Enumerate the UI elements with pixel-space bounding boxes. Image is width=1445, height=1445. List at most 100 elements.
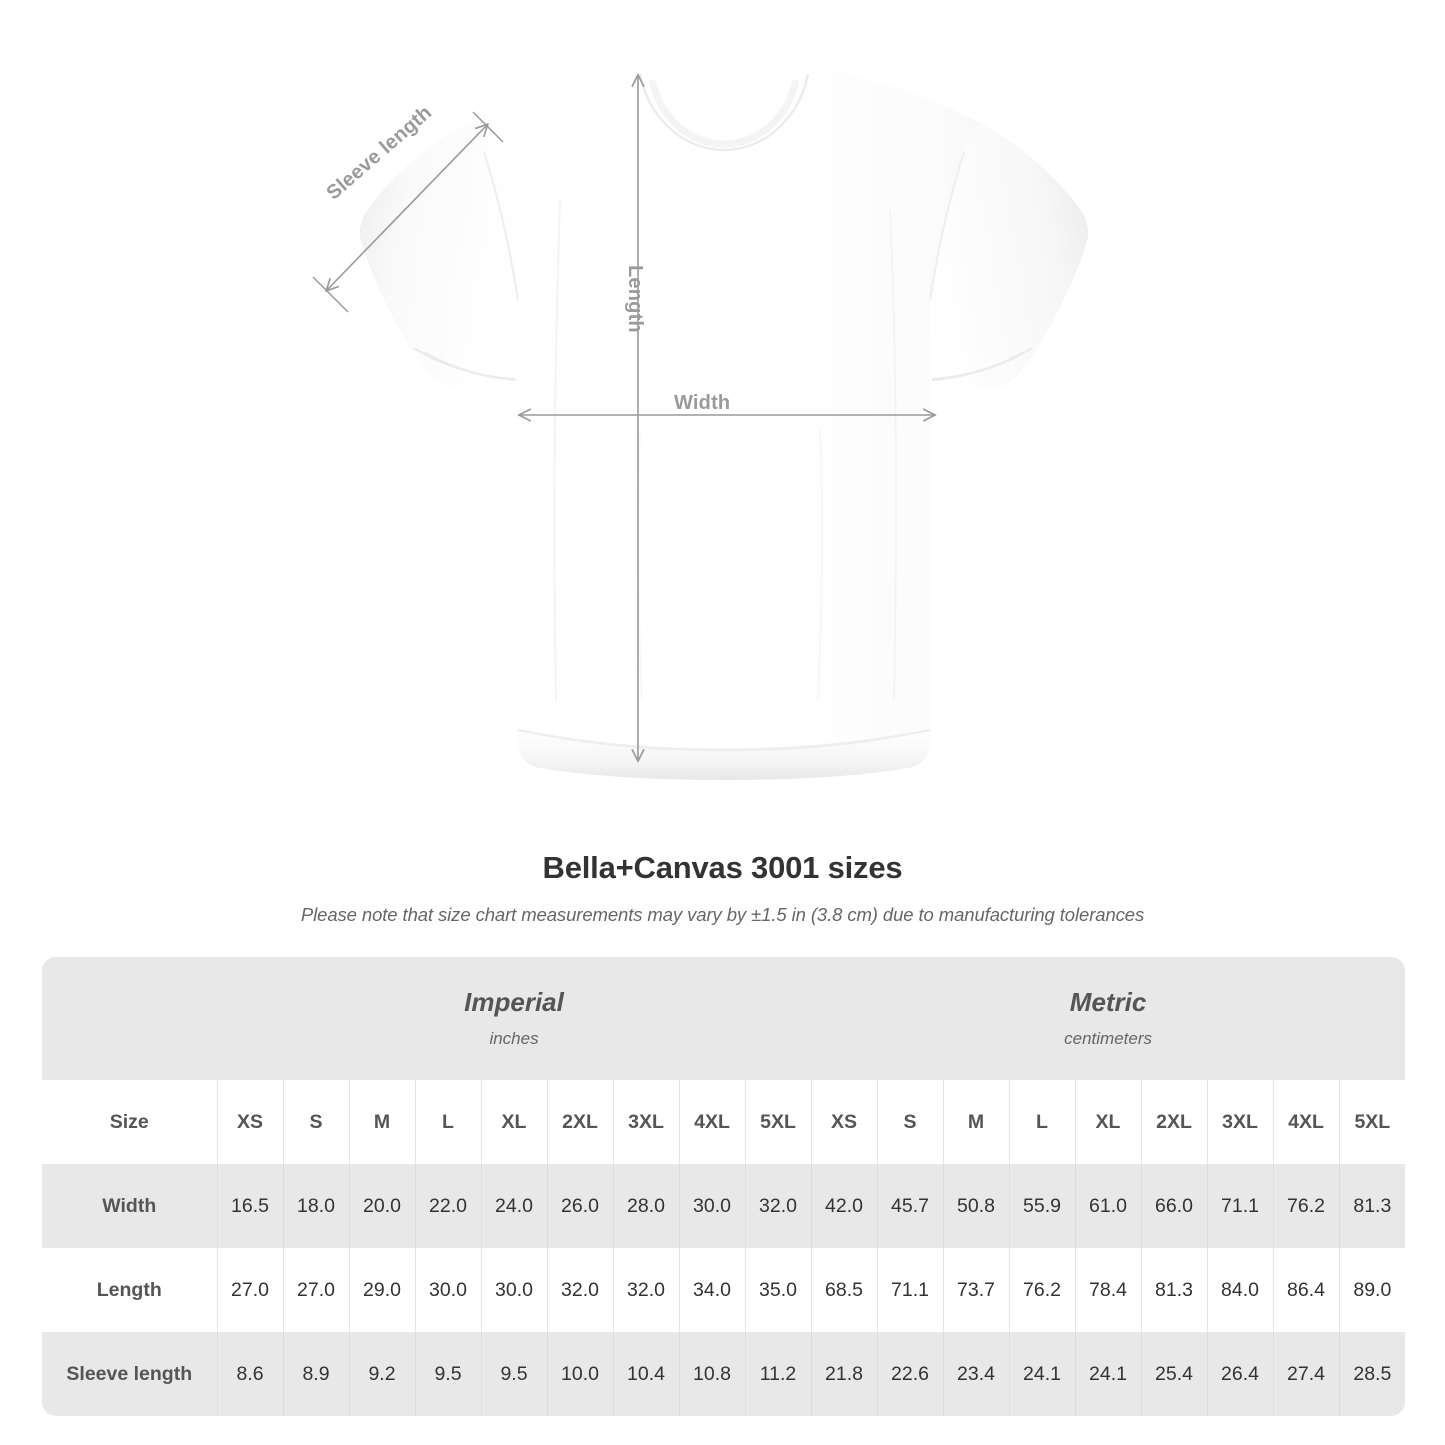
width-imp-l: 22.0	[414, 1164, 481, 1248]
length-imp-3xl: 32.0	[612, 1248, 679, 1332]
table-header-row: Size XS S M L XL 2XL 3XL 4XL 5XL XS S M …	[42, 1080, 1406, 1164]
width-met-m: 50.8	[942, 1164, 1010, 1248]
size-header-imp-xs: XS	[216, 1080, 283, 1164]
unit-imperial-sub: inches	[489, 1028, 539, 1048]
width-met-5xl: 81.3	[1338, 1164, 1406, 1248]
width-imp-s: 18.0	[282, 1164, 349, 1248]
width-met-l: 55.9	[1008, 1164, 1076, 1248]
sleeve-imp-m: 9.2	[348, 1332, 415, 1416]
size-header-imp-2xl: 2XL	[546, 1080, 613, 1164]
size-header-met-s: S	[876, 1080, 944, 1164]
length-label: Length	[624, 265, 646, 333]
size-header-met-2xl: 2XL	[1140, 1080, 1208, 1164]
length-met-3xl: 84.0	[1206, 1248, 1274, 1332]
length-met-s: 71.1	[876, 1248, 944, 1332]
size-header-met-xl: XL	[1074, 1080, 1142, 1164]
sleeve-imp-2xl: 10.0	[546, 1332, 613, 1416]
sleeve-imp-5xl: 11.2	[744, 1332, 812, 1416]
length-imp-xs: 27.0	[216, 1248, 283, 1332]
row-label-length: Length	[42, 1248, 217, 1332]
length-met-2xl: 81.3	[1140, 1248, 1208, 1332]
length-met-xs: 68.5	[810, 1248, 878, 1332]
width-imp-xl: 24.0	[480, 1164, 547, 1248]
length-met-m: 73.7	[942, 1248, 1010, 1332]
size-chart-table-wrap: Imperial inches Metric centimeters Size …	[42, 957, 1406, 1416]
size-header-imp-m: M	[348, 1080, 415, 1164]
width-imp-2xl: 26.0	[546, 1164, 613, 1248]
length-met-4xl: 86.4	[1272, 1248, 1340, 1332]
size-header-imp-s: S	[282, 1080, 349, 1164]
width-met-4xl: 76.2	[1272, 1164, 1340, 1248]
sleeve-tick-bottom	[312, 276, 349, 313]
unit-band-row: Imperial inches Metric centimeters	[42, 957, 1406, 1080]
sleeve-cuffs	[413, 347, 1033, 380]
sleeve-met-s: 22.6	[876, 1332, 944, 1416]
sleeve-imp-4xl: 10.8	[678, 1332, 745, 1416]
length-imp-5xl: 35.0	[744, 1248, 812, 1332]
length-imp-xl: 30.0	[480, 1248, 547, 1332]
size-header-met-5xl: 5XL	[1338, 1080, 1406, 1164]
width-met-2xl: 66.0	[1140, 1164, 1208, 1248]
unit-metric-name: Metric	[1069, 987, 1147, 1018]
size-header-imp-l: L	[414, 1080, 481, 1164]
width-imp-3xl: 28.0	[612, 1164, 679, 1248]
tshirt-illustration	[312, 72, 1089, 780]
length-met-l: 76.2	[1008, 1248, 1076, 1332]
size-chart-table: Imperial inches Metric centimeters Size …	[42, 957, 1406, 1416]
unit-metric-sub: centimeters	[1064, 1028, 1153, 1048]
sleeve-imp-3xl: 10.4	[612, 1332, 679, 1416]
width-imp-xs: 16.5	[216, 1164, 283, 1248]
row-label-width: Width	[42, 1164, 217, 1248]
width-imp-5xl: 32.0	[744, 1164, 812, 1248]
row-header-size: Size	[42, 1080, 217, 1164]
sleeve-imp-xl: 9.5	[480, 1332, 547, 1416]
width-met-3xl: 71.1	[1206, 1164, 1274, 1248]
length-imp-2xl: 32.0	[546, 1248, 613, 1332]
sleeve-met-xl: 24.1	[1074, 1332, 1142, 1416]
row-label-sleeve-length: Sleeve length	[42, 1332, 217, 1416]
tshirt-diagram: Sleeve length Length Width	[312, 72, 1089, 780]
size-header-met-l: L	[1008, 1080, 1076, 1164]
unit-imperial-cell: Imperial inches	[217, 957, 812, 1080]
length-imp-m: 29.0	[348, 1248, 415, 1332]
neckline	[638, 73, 810, 152]
page-title: Bella+Canvas 3001 sizes	[542, 850, 903, 885]
unit-metric-cell: Metric centimeters	[811, 957, 1406, 1080]
width-label: Width	[674, 392, 731, 414]
sleeve-met-2xl: 25.4	[1140, 1332, 1208, 1416]
tolerance-note: Please note that size chart measurements…	[300, 904, 1145, 925]
table-row: Width 16.5 18.0 20.0 22.0 24.0 26.0 28.0…	[42, 1164, 1406, 1248]
length-imp-s: 27.0	[282, 1248, 349, 1332]
width-imp-m: 20.0	[348, 1164, 415, 1248]
size-header-met-4xl: 4XL	[1272, 1080, 1340, 1164]
unit-imperial-name: Imperial	[464, 987, 564, 1018]
sleeve-imp-s: 8.9	[282, 1332, 349, 1416]
title-block: Bella+Canvas 3001 sizes Please note that…	[0, 840, 1445, 926]
length-met-5xl: 89.0	[1338, 1248, 1406, 1332]
sleeve-met-m: 23.4	[942, 1332, 1010, 1416]
size-header-imp-5xl: 5XL	[744, 1080, 812, 1164]
sleeve-met-l: 24.1	[1008, 1332, 1076, 1416]
size-header-imp-xl: XL	[480, 1080, 547, 1164]
unit-band-spacer	[42, 957, 217, 1080]
sleeve-met-5xl: 28.5	[1338, 1332, 1406, 1416]
size-header-met-m: M	[942, 1080, 1010, 1164]
length-imp-l: 30.0	[414, 1248, 481, 1332]
width-imp-4xl: 30.0	[678, 1164, 745, 1248]
size-header-met-3xl: 3XL	[1206, 1080, 1274, 1164]
sleeve-met-xs: 21.8	[810, 1332, 878, 1416]
length-imp-4xl: 34.0	[678, 1248, 745, 1332]
sleeve-imp-l: 9.5	[414, 1332, 481, 1416]
size-header-imp-3xl: 3XL	[612, 1080, 679, 1164]
width-met-s: 45.7	[876, 1164, 944, 1248]
size-header-imp-4xl: 4XL	[678, 1080, 745, 1164]
sleeve-met-4xl: 27.4	[1272, 1332, 1340, 1416]
table-row: Sleeve length 8.6 8.9 9.2 9.5 9.5 10.0 1…	[42, 1332, 1406, 1416]
sleeve-tick-top	[472, 111, 504, 143]
sleeve-imp-xs: 8.6	[216, 1332, 283, 1416]
sleeve-measure-line	[327, 125, 487, 290]
table-row: Length 27.0 27.0 29.0 30.0 30.0 32.0 32.…	[42, 1248, 1406, 1332]
bottom-hem	[517, 728, 931, 780]
width-met-xs: 42.0	[810, 1164, 878, 1248]
sleeve-met-3xl: 26.4	[1206, 1332, 1274, 1416]
